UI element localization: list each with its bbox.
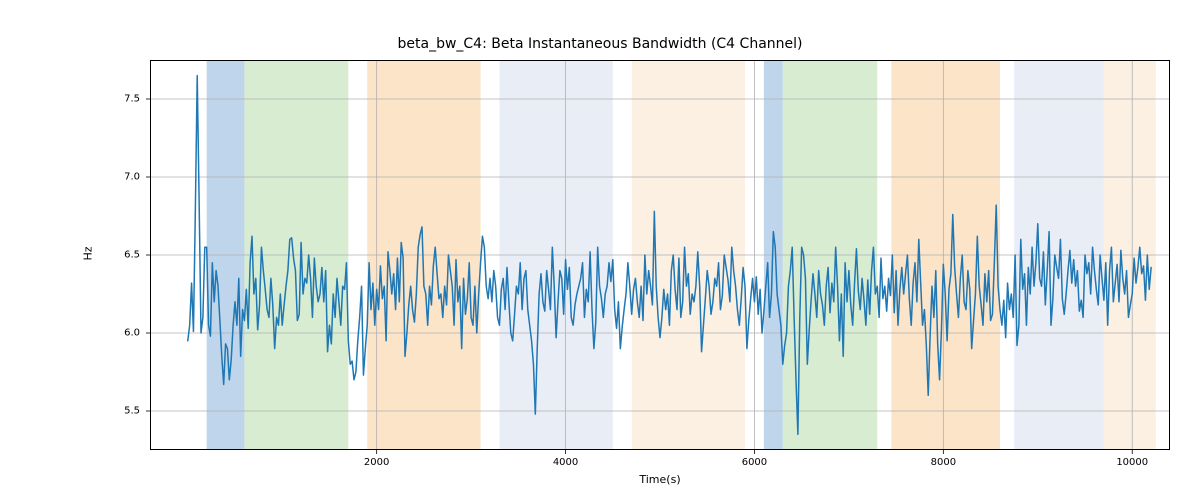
x-tick-label: 6000 <box>742 457 767 468</box>
figure: beta_bw_C4: Beta Instantaneous Bandwidth… <box>0 0 1200 500</box>
x-axis-label: Time(s) <box>150 473 1170 486</box>
y-tick-label: 7.5 <box>100 94 140 105</box>
x-tick-label: 4000 <box>553 457 578 468</box>
x-tick-label: 8000 <box>931 457 956 468</box>
chart-title: beta_bw_C4: Beta Instantaneous Bandwidth… <box>0 36 1200 52</box>
chart-svg <box>150 60 1170 450</box>
y-tick-label: 7.0 <box>100 172 140 183</box>
y-tick-label: 5.5 <box>100 406 140 417</box>
y-tick-label: 6.5 <box>100 250 140 261</box>
y-axis-label: Hz <box>82 244 95 264</box>
chart-axes <box>150 60 1170 450</box>
x-tick-label: 10000 <box>1116 457 1148 468</box>
x-tick-label: 2000 <box>364 457 389 468</box>
y-tick-label: 6.0 <box>100 328 140 339</box>
